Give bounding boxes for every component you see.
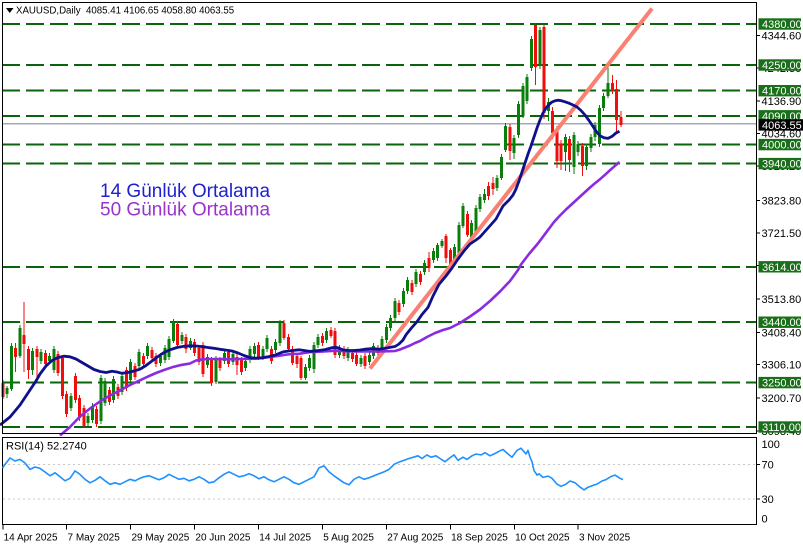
svg-text:14 Jul 2025: 14 Jul 2025	[259, 533, 311, 544]
svg-text:3408.40: 3408.40	[762, 327, 802, 339]
svg-text:RSI(14) 52.2740: RSI(14) 52.2740	[6, 441, 87, 453]
svg-text:3250.00: 3250.00	[762, 378, 802, 390]
svg-text:4170.00: 4170.00	[762, 86, 802, 98]
svg-text:3200.70: 3200.70	[762, 393, 802, 405]
svg-text:100: 100	[762, 439, 780, 451]
svg-text:5 Aug 2025: 5 Aug 2025	[323, 533, 374, 544]
svg-text:3440.00: 3440.00	[762, 317, 802, 329]
svg-text:14 Apr 2025: 14 Apr 2025	[4, 533, 58, 544]
svg-text:3110.00: 3110.00	[762, 422, 801, 434]
svg-text:3513.80: 3513.80	[762, 294, 802, 306]
svg-text:30: 30	[762, 494, 774, 506]
svg-text:3 Nov 2025: 3 Nov 2025	[579, 533, 631, 544]
svg-text:29 May 2025: 29 May 2025	[132, 533, 190, 544]
svg-text:10 Oct 2025: 10 Oct 2025	[515, 533, 570, 544]
svg-text:3614.00: 3614.00	[762, 262, 802, 274]
svg-text:4063.55: 4063.55	[762, 120, 802, 132]
svg-text:0: 0	[762, 514, 768, 526]
svg-text:14 Günlük Ortalama: 14 Günlük Ortalama	[100, 181, 270, 202]
svg-text:4344.60: 4344.60	[762, 30, 802, 42]
svg-text:4136.90: 4136.90	[762, 96, 802, 108]
svg-text:7 May 2025: 7 May 2025	[68, 533, 121, 544]
svg-text:50 Günlük Ortalama: 50 Günlük Ortalama	[100, 200, 270, 221]
svg-text:3721.50: 3721.50	[762, 228, 802, 240]
svg-text:20 Jun 2025: 20 Jun 2025	[195, 533, 250, 544]
svg-text:3306.10: 3306.10	[762, 360, 802, 372]
svg-text:4250.00: 4250.00	[762, 60, 802, 72]
svg-text:4034.60: 4034.60	[762, 129, 802, 141]
svg-text:70: 70	[762, 459, 774, 471]
svg-text:4000.00: 4000.00	[762, 140, 802, 152]
svg-text:18 Sep 2025: 18 Sep 2025	[451, 533, 508, 544]
svg-text:27 Aug 2025: 27 Aug 2025	[387, 533, 444, 544]
svg-text:XAUUSD,Daily 4085.41 4106.65: XAUUSD,Daily 4085.41 4106.65 4058.80 406…	[16, 6, 234, 17]
svg-text:4380.00: 4380.00	[762, 19, 802, 31]
svg-text:3823.80: 3823.80	[762, 196, 802, 208]
svg-text:3940.00: 3940.00	[762, 159, 802, 171]
